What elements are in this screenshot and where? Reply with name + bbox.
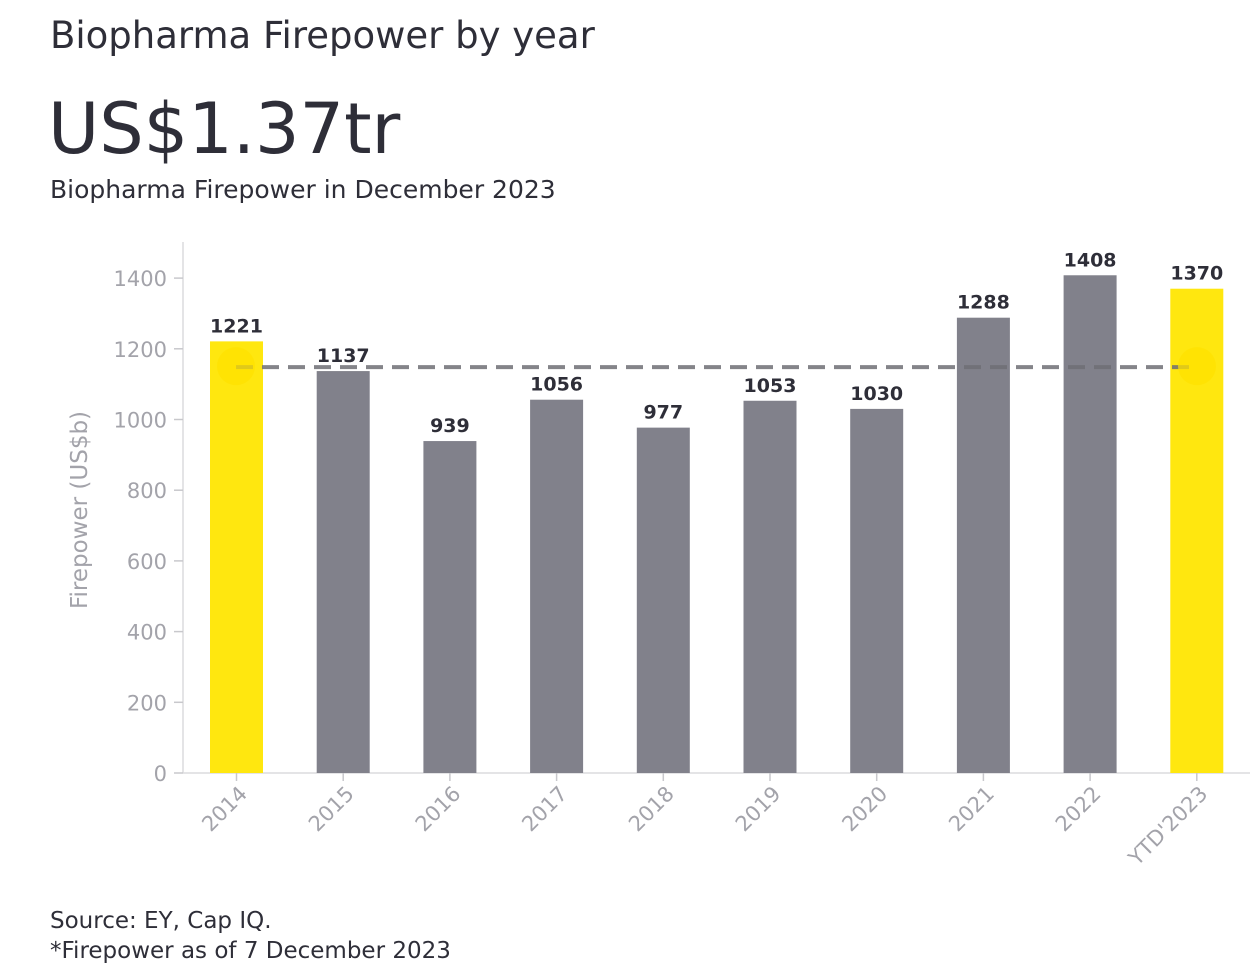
y-tick-label: 1400 [114,267,167,291]
data-label: 1056 [530,374,583,396]
x-tick-label: 2021 [944,782,999,837]
bar-2020 [850,408,904,773]
bar-2022 [1063,275,1117,773]
x-tick-label: 2017 [517,782,572,837]
bar-2015 [316,371,370,773]
headline-value: US$1.37tr [48,88,401,170]
y-tick-label: 0 [154,762,167,786]
bar-2014 [210,341,263,773]
y-tick-label: 200 [127,691,167,715]
y-tick-label: 600 [127,550,167,574]
source-note: Source: EY, Cap IQ. [50,908,272,934]
chart-title: Biopharma Firepower by year [50,14,595,57]
data-label: 1030 [850,383,903,405]
data-label: 1288 [957,292,1010,314]
chart-subtitle: Biopharma Firepower in December 2023 [50,175,556,204]
x-tick-label: 2022 [1051,782,1106,837]
data-label: 1408 [1064,249,1117,271]
data-label: 939 [430,415,470,437]
x-tick-label: 2020 [837,782,892,837]
y-tick-label: 800 [127,479,167,503]
reference-marker-start [217,347,255,386]
data-label: 1137 [317,345,370,367]
bar-2016 [423,441,477,773]
y-tick-label: 1200 [114,338,167,362]
x-tick-label: 2018 [624,782,679,837]
bar-2019 [743,400,797,773]
x-tick-label: 2019 [731,782,786,837]
y-tick-label: 400 [127,621,167,645]
footnote: *Firepower as of 7 December 2023 [50,938,451,964]
x-tick-label: 2014 [197,782,252,837]
data-label: 1221 [210,315,263,337]
data-label: 1053 [744,375,797,397]
x-tick-label: YTD'2023 [1123,782,1212,871]
bar-2018 [636,427,690,773]
bar-chart: Firepower (US$b) 0 200 400 600 800 1000 1200 14… [67,242,1250,871]
bar-2017 [530,399,584,773]
data-label: 1370 [1170,263,1223,285]
x-tick-label: 2015 [304,782,359,837]
bar-2021 [956,317,1010,773]
x-tick-label: 2016 [411,782,466,837]
data-label: 977 [643,402,683,424]
y-axis-label: Firepower (US$b) [67,411,93,609]
reference-marker-end [1178,347,1216,386]
y-tick-label: 1000 [114,409,167,433]
